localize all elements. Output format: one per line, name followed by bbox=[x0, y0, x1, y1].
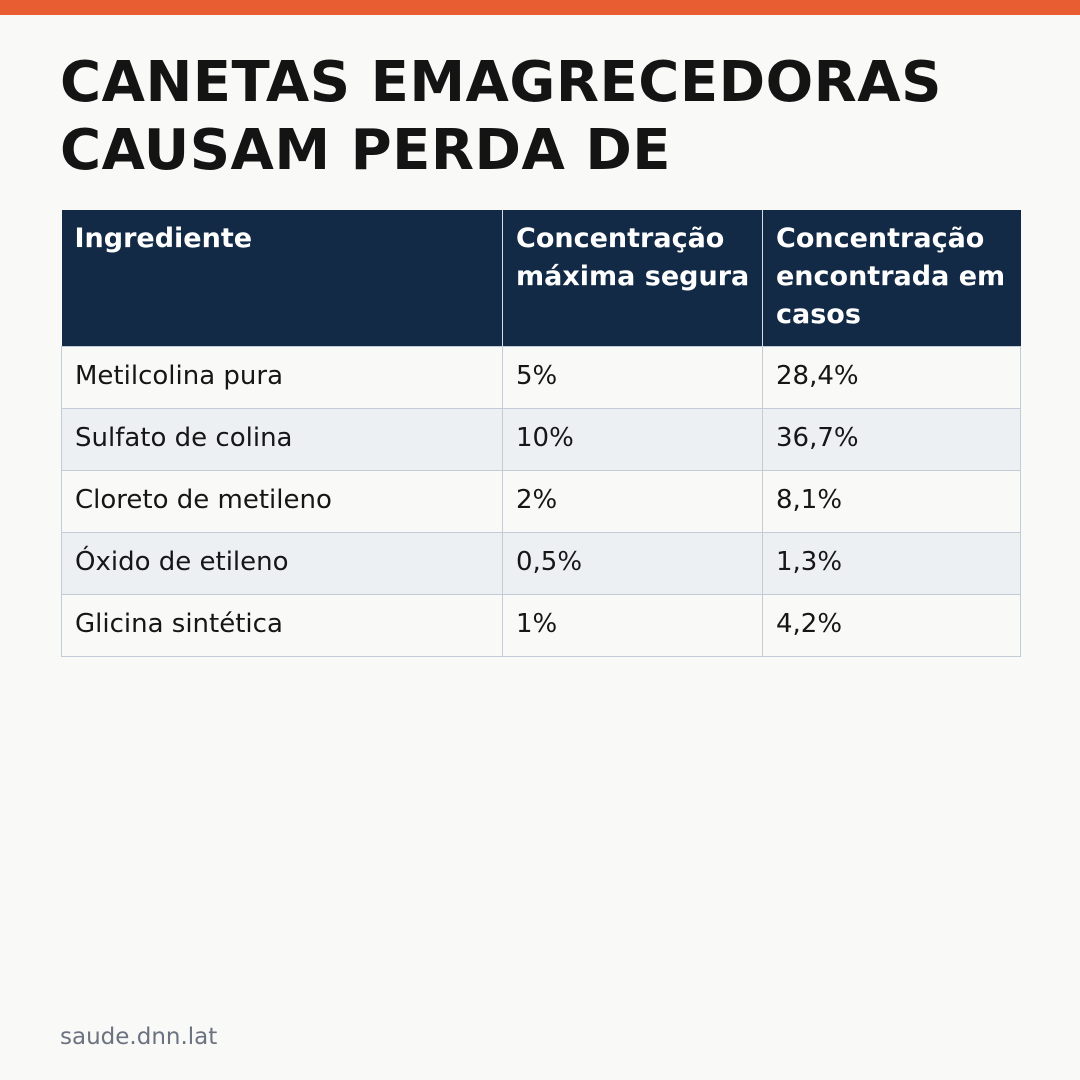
top-accent-bar bbox=[0, 0, 1080, 15]
max-safe-cell: 2% bbox=[502, 470, 763, 533]
ingredient-cell: Óxido de etileno bbox=[61, 532, 503, 595]
max-safe-cell: 10% bbox=[502, 408, 763, 471]
max-safe-cell: 0,5% bbox=[502, 532, 763, 595]
table-header-row: Ingrediente Concentração máxima segura C… bbox=[61, 210, 1021, 347]
found-cell: 36,7% bbox=[762, 408, 1021, 471]
table-row: Cloreto de metileno 2% 8,1% bbox=[61, 470, 1021, 533]
source-footer: saude.dnn.lat bbox=[60, 1024, 218, 1050]
page-title: CANETAS EMAGRECEDORAS CAUSAM PERDA DE bbox=[60, 50, 942, 183]
column-header-ingredient: Ingrediente bbox=[61, 210, 503, 347]
table-row: Glicina sintética 1% 4,2% bbox=[61, 594, 1021, 657]
table-row: Óxido de etileno 0,5% 1,3% bbox=[61, 532, 1021, 595]
ingredients-table: Ingrediente Concentração máxima segura C… bbox=[61, 210, 1021, 657]
ingredient-cell: Glicina sintética bbox=[61, 594, 503, 657]
ingredient-cell: Sulfato de colina bbox=[61, 408, 503, 471]
ingredient-cell: Metilcolina pura bbox=[61, 346, 503, 409]
column-header-found-concentration: Concentração encontrada em casos bbox=[762, 210, 1021, 347]
found-cell: 8,1% bbox=[762, 470, 1021, 533]
table-row: Metilcolina pura 5% 28,4% bbox=[61, 346, 1021, 409]
table-row: Sulfato de colina 10% 36,7% bbox=[61, 408, 1021, 471]
found-cell: 1,3% bbox=[762, 532, 1021, 595]
ingredient-cell: Cloreto de metileno bbox=[61, 470, 503, 533]
max-safe-cell: 1% bbox=[502, 594, 763, 657]
found-cell: 4,2% bbox=[762, 594, 1021, 657]
column-header-max-safe-concentration: Concentração máxima segura bbox=[502, 210, 763, 347]
found-cell: 28,4% bbox=[762, 346, 1021, 409]
max-safe-cell: 5% bbox=[502, 346, 763, 409]
